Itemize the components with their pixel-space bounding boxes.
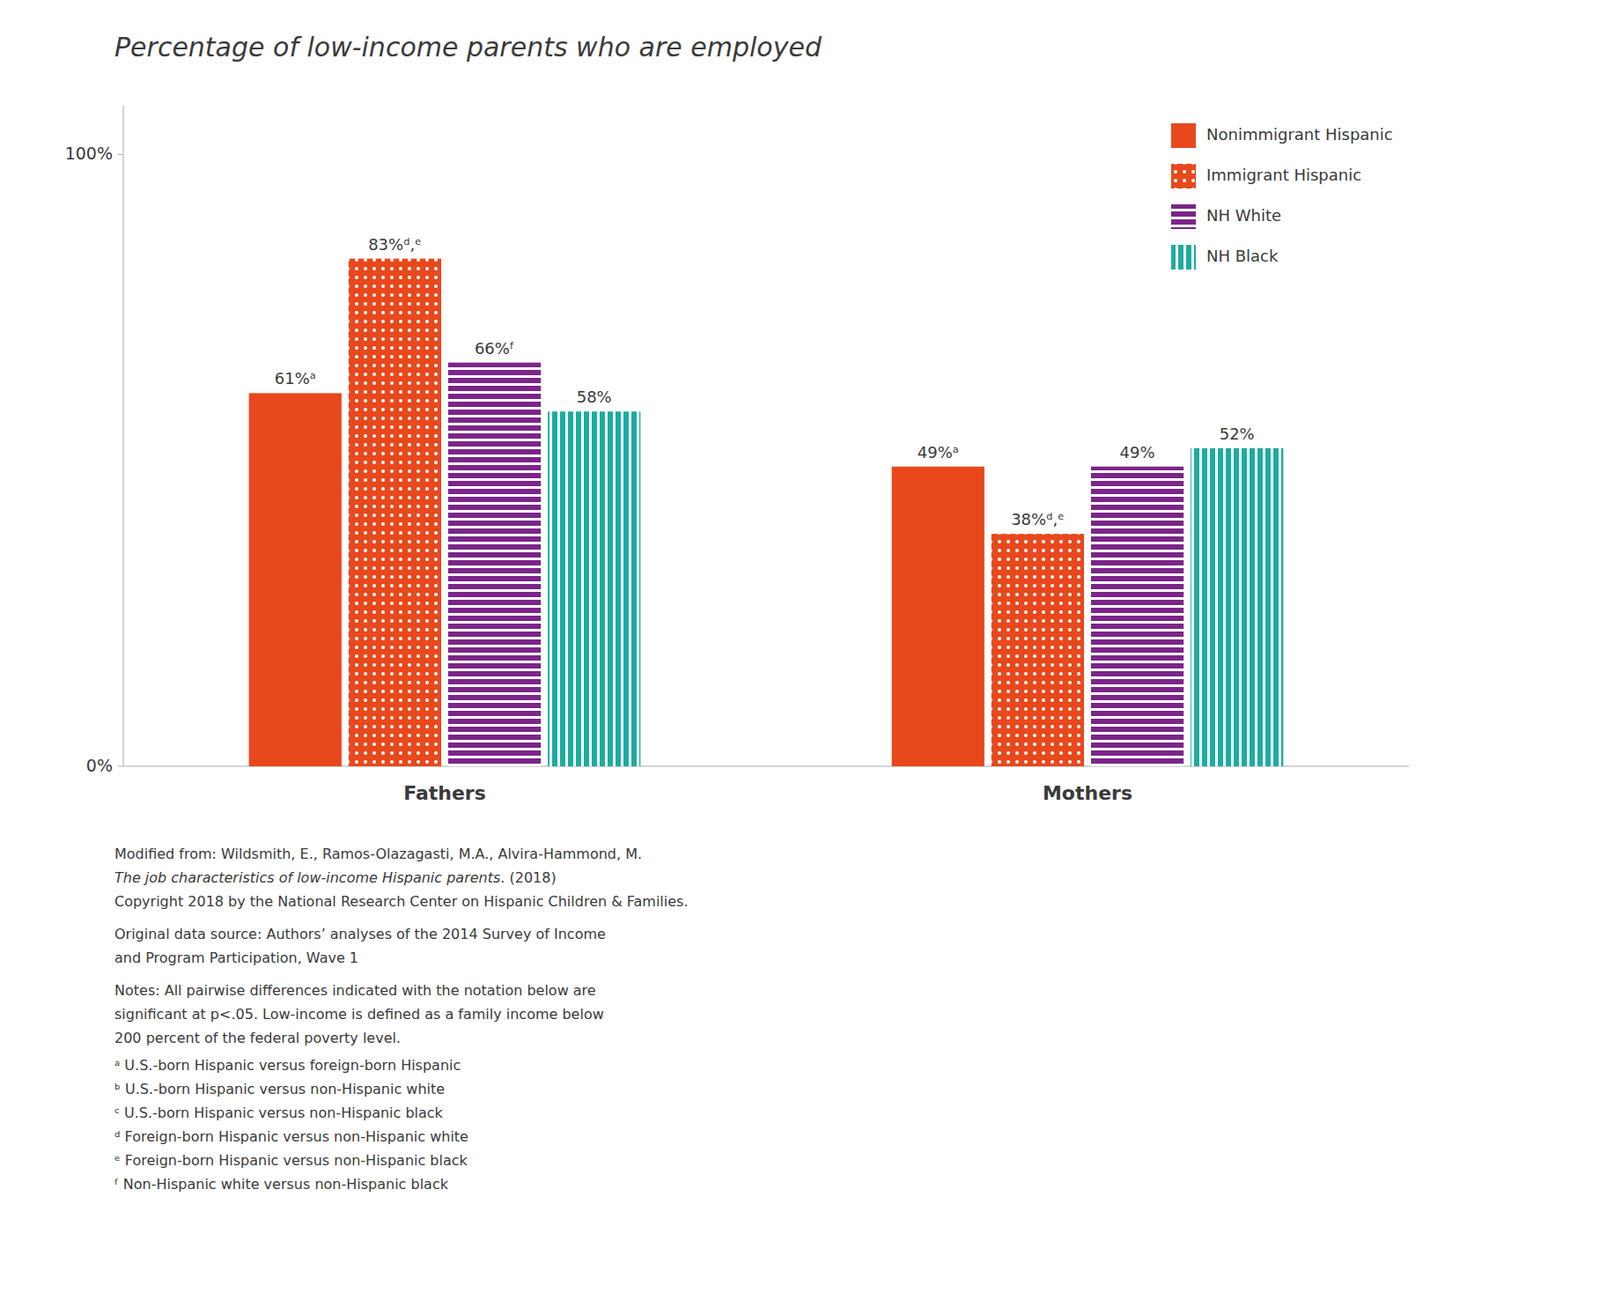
footnote-text: . (2018): [500, 869, 556, 886]
title: Percentage of low-income parents who are…: [114, 31, 823, 63]
bar: [1091, 466, 1184, 767]
data-labels: 61%ᵃ 83%ᵈ,ᵉ 66%ᶠ 58% 49%ᵃ 38%ᵈ,ᵉ 49% 52%: [274, 235, 1255, 529]
legend-label: Nonimmigrant Hispanic: [1206, 125, 1394, 144]
footnote-text: ᵇ U.S.-born Hispanic versus non-Hispanic…: [114, 1080, 445, 1098]
footnote: ᵈ Foreign-born Hispanic versus non-Hispa…: [114, 1128, 469, 1145]
footnote: Original data source: Authors’ analyses …: [114, 925, 606, 943]
footnotes: Modified from: Wildsmith, E., Ramos-Olaz…: [114, 845, 689, 1193]
footnote-text: Copyright 2018 by the National Research …: [114, 892, 689, 910]
y-tick-label: 0%: [86, 755, 113, 775]
data-label: 49%: [1120, 442, 1156, 462]
data-label: 66%ᶠ: [474, 339, 515, 358]
footnote: ᵉ Foreign-born Hispanic versus non-Hispa…: [114, 1151, 469, 1169]
bar: [448, 362, 541, 767]
x-tick-label: Mothers: [1042, 781, 1133, 804]
footnote: ᵃ U.S.-born Hispanic versus foreign-born…: [114, 1056, 461, 1074]
bar: [547, 411, 641, 767]
bar: [249, 392, 342, 767]
bars: [249, 258, 1284, 767]
legend-swatch: [1171, 204, 1196, 229]
chart: Percentage of low-income parents who are…: [0, 0, 1600, 1315]
bar: [348, 258, 442, 767]
footnote-text: Original data source: Authors’ analyses …: [114, 925, 606, 943]
footnote-text: significant at p<.05. Low-income is defi…: [114, 1005, 605, 1023]
footnote: 200 percent of the federal poverty level…: [114, 1029, 401, 1047]
legend: Nonimmigrant Hispanic Immigrant Hispanic N…: [1171, 123, 1394, 270]
chart-container: Percentage of low-income parents who are…: [0, 0, 1600, 1315]
bar: [991, 533, 1084, 767]
footnote: Notes: All pairwise differences indicate…: [114, 981, 597, 999]
footnote: Copyright 2018 by the National Research …: [114, 892, 689, 910]
footnote-text: The job characteristics of low-income Hi…: [114, 869, 501, 886]
y-tick: [117, 154, 124, 155]
footnote: ᶠ Non-Hispanic white versus non-Hispanic…: [114, 1175, 450, 1193]
footnote-text: ᵃ U.S.-born Hispanic versus foreign-born…: [114, 1056, 461, 1074]
legend-swatch: [1171, 244, 1196, 270]
footnote-text: ᵉ Foreign-born Hispanic versus non-Hispa…: [114, 1151, 469, 1169]
footnote: significant at p<.05. Low-income is defi…: [114, 1005, 605, 1023]
data-label: 58%: [576, 387, 612, 406]
footnote-text: Notes: All pairwise differences indicate…: [114, 981, 597, 999]
footnote: ᶜ U.S.-born Hispanic versus non-Hispanic…: [114, 1104, 444, 1121]
footnote: Modified from: Wildsmith, E., Ramos-Olaz…: [114, 845, 642, 863]
footnote-text: ᵈ Foreign-born Hispanic versus non-Hispa…: [114, 1128, 469, 1145]
footnote: The job characteristics of low-income Hi…: [114, 869, 557, 886]
bar: [892, 466, 985, 767]
legend-label: NH White: [1206, 206, 1282, 225]
legend-label: Immigrant Hispanic: [1206, 165, 1362, 185]
x-tick-label: Fathers: [403, 781, 487, 804]
footnote-text: and Program Participation, Wave 1: [114, 949, 359, 966]
data-label: 52%: [1219, 424, 1255, 443]
legend-swatch: [1171, 123, 1196, 148]
data-label: 83%ᵈ,ᵉ: [368, 235, 422, 254]
y-tick: [117, 766, 124, 767]
legend-label: NH Black: [1206, 246, 1279, 266]
footnote-text: ᶜ U.S.-born Hispanic versus non-Hispanic…: [114, 1104, 444, 1121]
data-label: 38%ᵈ,ᵉ: [1010, 509, 1065, 529]
footnote-text: Modified from: Wildsmith, E., Ramos-Olaz…: [114, 845, 642, 863]
footnote: and Program Participation, Wave 1: [114, 949, 359, 966]
data-label: 49%ᵃ: [917, 442, 959, 462]
bar: [1190, 448, 1283, 767]
data-label: 61%ᵃ: [274, 368, 317, 388]
axes: 0% 100% Fathers Mothers: [65, 105, 1409, 804]
y-axis-line: [123, 105, 125, 767]
y-tick-label: 100%: [65, 143, 113, 163]
footnote: ᵇ U.S.-born Hispanic versus non-Hispanic…: [114, 1080, 445, 1098]
background: [0, 0, 1600, 1315]
footnote-text: 200 percent of the federal poverty level…: [114, 1029, 401, 1047]
legend-swatch: [1171, 163, 1196, 189]
footnote-text: ᶠ Non-Hispanic white versus non-Hispanic…: [114, 1175, 450, 1193]
